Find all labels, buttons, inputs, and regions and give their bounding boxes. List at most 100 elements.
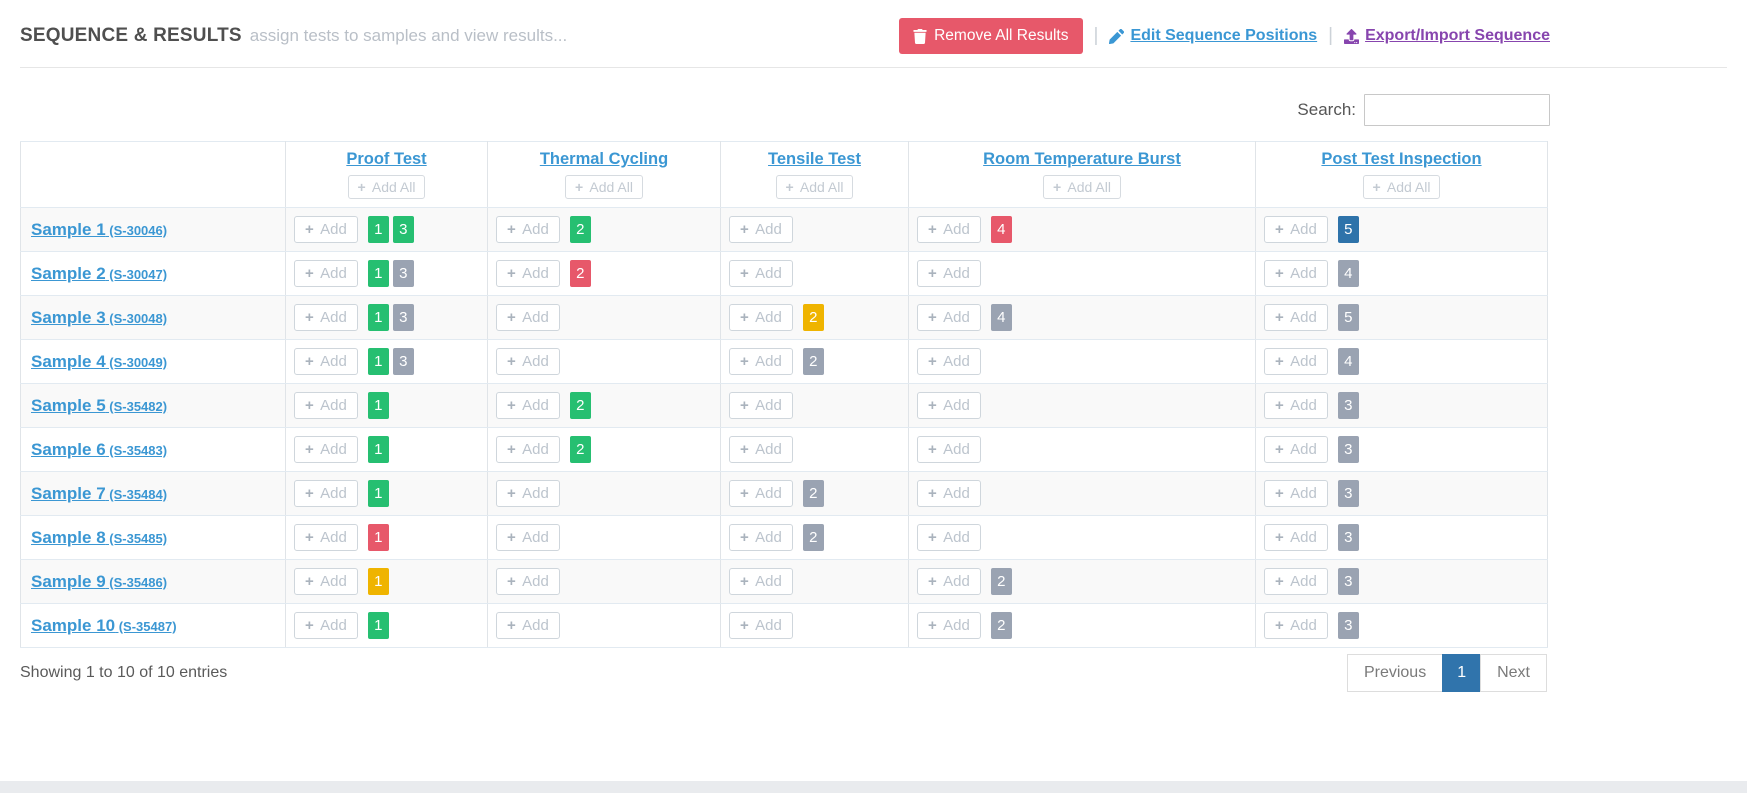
add-button[interactable]: + Add (294, 524, 358, 551)
result-badge[interactable]: 2 (990, 568, 1012, 595)
add-button[interactable]: + Add (729, 392, 793, 419)
add-button[interactable]: + Add (729, 216, 793, 243)
add-button[interactable]: + Add (917, 524, 981, 551)
add-button[interactable]: + Add (496, 392, 560, 419)
add-button[interactable]: + Add (917, 612, 981, 639)
add-button[interactable]: + Add (496, 304, 560, 331)
result-badge[interactable]: 1 (367, 568, 389, 595)
result-badge[interactable]: 3 (392, 216, 414, 243)
result-badge[interactable]: 3 (392, 348, 414, 375)
add-button[interactable]: + Add (496, 216, 560, 243)
result-badge[interactable]: 2 (802, 304, 824, 331)
result-badge[interactable]: 2 (569, 436, 591, 463)
add-button[interactable]: + Add (917, 568, 981, 595)
result-badge[interactable]: 2 (569, 216, 591, 243)
add-button[interactable]: + Add (729, 524, 793, 551)
add-button[interactable]: + Add (917, 304, 981, 331)
result-badge[interactable]: 2 (802, 524, 824, 551)
result-badge[interactable]: 3 (392, 260, 414, 287)
result-badge[interactable]: 3 (392, 304, 414, 331)
result-badge[interactable]: 4 (990, 304, 1012, 331)
add-all-button[interactable]: + Add All (1362, 175, 1441, 199)
add-button[interactable]: + Add (1264, 348, 1328, 375)
add-button[interactable]: + Add (729, 568, 793, 595)
add-button[interactable]: + Add (729, 436, 793, 463)
add-button[interactable]: + Add (917, 216, 981, 243)
remove-all-results-button[interactable]: Remove All Results (899, 18, 1083, 54)
result-badge[interactable]: 1 (367, 216, 389, 243)
add-button[interactable]: + Add (1264, 304, 1328, 331)
add-button[interactable]: + Add (496, 348, 560, 375)
pagination-previous[interactable]: Previous (1346, 654, 1444, 692)
add-button[interactable]: + Add (917, 436, 981, 463)
sample-link[interactable]: Sample 1 (S-30046) (31, 220, 167, 239)
result-badge[interactable]: 2 (990, 612, 1012, 639)
add-button[interactable]: + Add (1264, 524, 1328, 551)
test-column-link[interactable]: Thermal Cycling (539, 150, 669, 168)
add-all-button[interactable]: + Add All (347, 175, 426, 199)
add-button[interactable]: + Add (294, 568, 358, 595)
result-badge[interactable]: 2 (802, 480, 824, 507)
result-badge[interactable]: 1 (367, 612, 389, 639)
add-button[interactable]: + Add (1264, 216, 1328, 243)
add-button[interactable]: + Add (294, 260, 358, 287)
result-badge[interactable]: 1 (367, 436, 389, 463)
result-badge[interactable]: 5 (1337, 304, 1359, 331)
result-badge[interactable]: 2 (802, 348, 824, 375)
add-button[interactable]: + Add (496, 568, 560, 595)
add-button[interactable]: + Add (917, 392, 981, 419)
result-badge[interactable]: 4 (990, 216, 1012, 243)
test-column-link[interactable]: Proof Test (346, 150, 427, 168)
edit-sequence-positions-link[interactable]: Edit Sequence Positions (1109, 27, 1317, 45)
result-badge[interactable]: 2 (569, 392, 591, 419)
search-input[interactable] (1364, 94, 1550, 126)
sample-link[interactable]: Sample 7 (S-35484) (31, 484, 167, 503)
result-badge[interactable]: 1 (367, 260, 389, 287)
sample-link[interactable]: Sample 6 (S-35483) (31, 440, 167, 459)
result-badge[interactable]: 3 (1337, 524, 1359, 551)
result-badge[interactable]: 3 (1337, 568, 1359, 595)
add-button[interactable]: + Add (294, 612, 358, 639)
add-button[interactable]: + Add (1264, 568, 1328, 595)
result-badge[interactable]: 3 (1337, 392, 1359, 419)
result-badge[interactable]: 2 (569, 260, 591, 287)
add-button[interactable]: + Add (917, 260, 981, 287)
add-button[interactable]: + Add (1264, 612, 1328, 639)
add-button[interactable]: + Add (917, 480, 981, 507)
result-badge[interactable]: 1 (367, 524, 389, 551)
result-badge[interactable]: 1 (367, 304, 389, 331)
add-button[interactable]: + Add (496, 480, 560, 507)
add-button[interactable]: + Add (496, 260, 560, 287)
sample-link[interactable]: Sample 9 (S-35486) (31, 572, 167, 591)
add-button[interactable]: + Add (917, 348, 981, 375)
sample-link[interactable]: Sample 5 (S-35482) (31, 396, 167, 415)
add-button[interactable]: + Add (1264, 480, 1328, 507)
add-button[interactable]: + Add (294, 436, 358, 463)
result-badge[interactable]: 1 (367, 392, 389, 419)
result-badge[interactable]: 1 (367, 348, 389, 375)
add-button[interactable]: + Add (729, 480, 793, 507)
add-button[interactable]: + Add (729, 260, 793, 287)
add-button[interactable]: + Add (496, 612, 560, 639)
add-button[interactable]: + Add (1264, 392, 1328, 419)
result-badge[interactable]: 4 (1337, 348, 1359, 375)
sample-link[interactable]: Sample 2 (S-30047) (31, 264, 167, 283)
export-import-sequence-link[interactable]: Export/Import Sequence (1344, 27, 1550, 45)
add-button[interactable]: + Add (1264, 436, 1328, 463)
add-button[interactable]: + Add (729, 348, 793, 375)
sample-link[interactable]: Sample 3 (S-30048) (31, 308, 167, 327)
test-column-link[interactable]: Tensile Test (768, 150, 861, 168)
test-column-link[interactable]: Post Test Inspection (1321, 150, 1482, 168)
add-button[interactable]: + Add (1264, 260, 1328, 287)
result-badge[interactable]: 3 (1337, 436, 1359, 463)
add-button[interactable]: + Add (729, 612, 793, 639)
pagination-next[interactable]: Next (1480, 654, 1547, 692)
add-all-button[interactable]: + Add All (565, 175, 643, 199)
result-badge[interactable]: 1 (367, 480, 389, 507)
add-button[interactable]: + Add (294, 480, 358, 507)
result-badge[interactable]: 3 (1337, 480, 1359, 507)
add-button[interactable]: + Add (496, 524, 560, 551)
result-badge[interactable]: 4 (1337, 260, 1359, 287)
result-badge[interactable]: 5 (1337, 216, 1359, 243)
test-column-link[interactable]: Room Temperature Burst (983, 150, 1181, 168)
